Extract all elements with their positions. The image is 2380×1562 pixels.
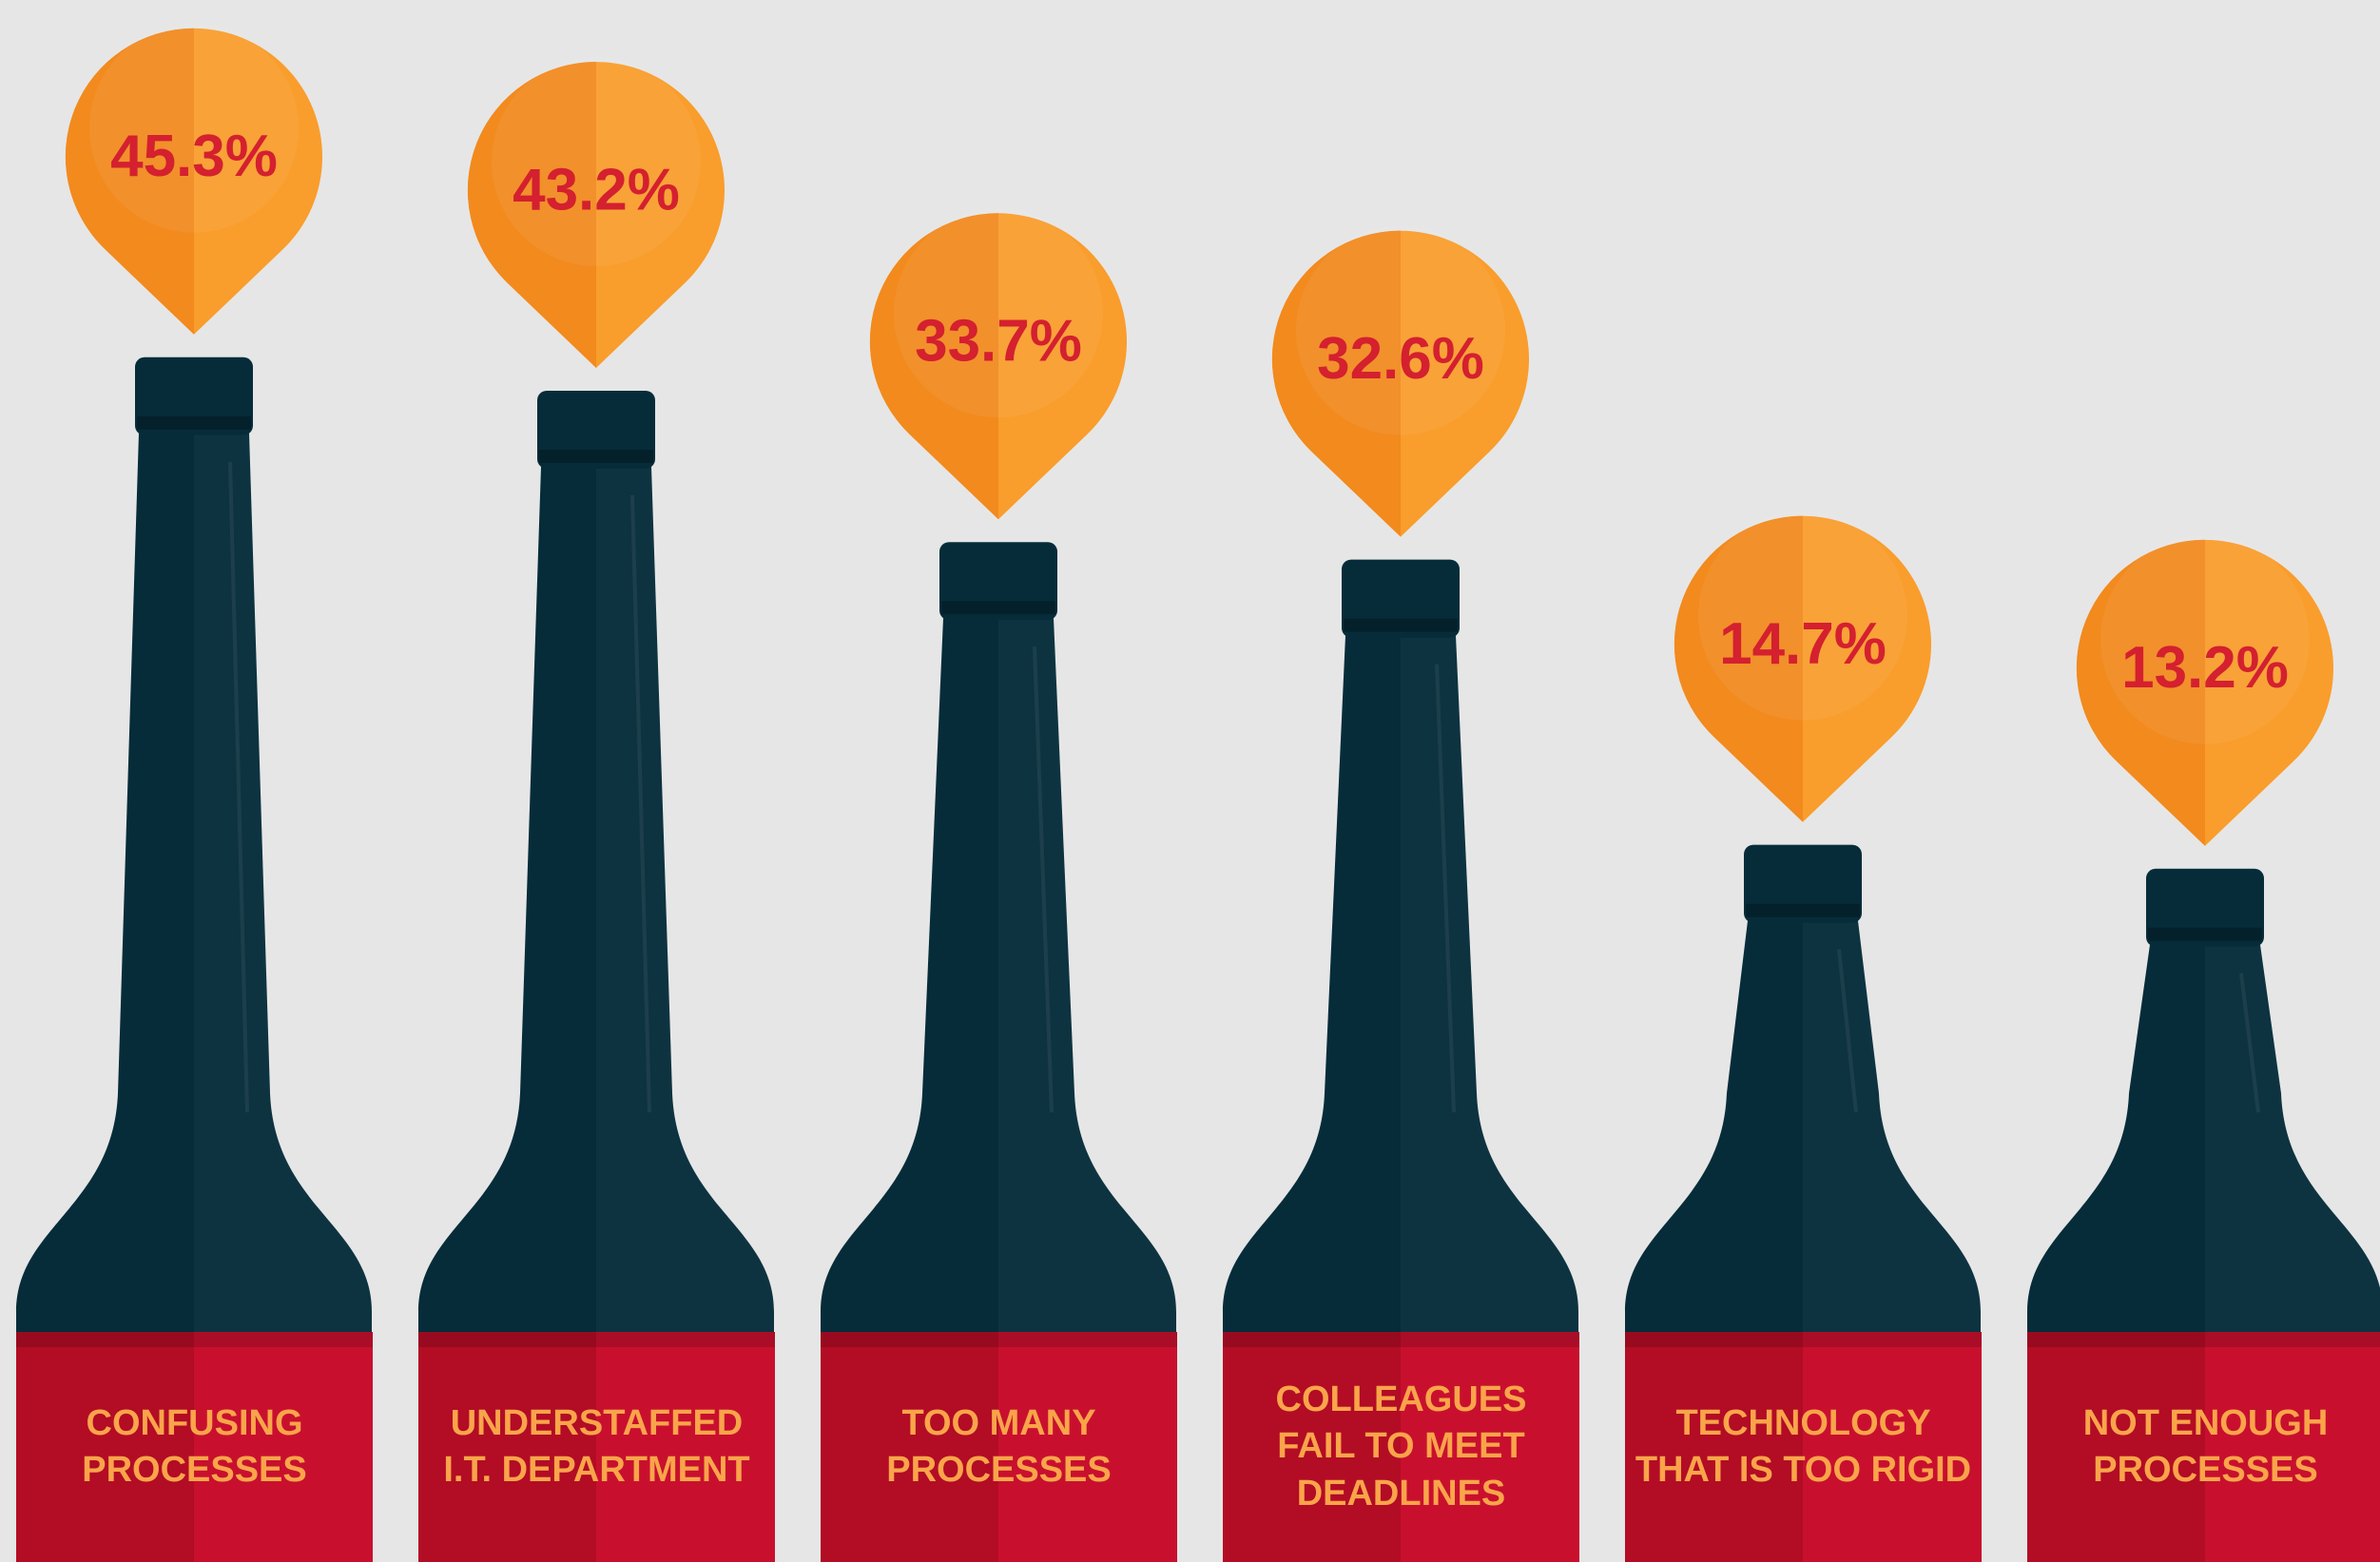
bottle-lip	[1744, 844, 1862, 923]
category-label: NOT ENOUGH PROCESSES	[2082, 1402, 2329, 1490]
bottle-ring	[1746, 903, 1860, 917]
pin-highlight	[1698, 511, 1907, 721]
bottle-ring	[941, 601, 1055, 615]
label-band-shade	[2027, 1332, 2205, 1562]
pin-highlight	[89, 23, 299, 233]
label-band-shade	[16, 1332, 194, 1562]
label-band-top	[1625, 1332, 1982, 1347]
pin-shade	[467, 61, 596, 368]
bottle	[2027, 944, 2380, 1332]
pin-highlight	[1296, 225, 1505, 435]
bottle-shade	[1401, 636, 1578, 1332]
label-band-shade	[1223, 1332, 1401, 1562]
value-label: 14.7%	[1719, 611, 1887, 677]
bottle-ring	[539, 449, 653, 463]
pin-highlight	[492, 56, 701, 266]
label-band-shade	[418, 1332, 596, 1562]
label-band-top	[821, 1332, 1177, 1347]
pin-shade	[65, 28, 195, 335]
bottle-glint	[630, 494, 651, 1113]
bottle-shade	[596, 467, 774, 1332]
category-label: UNDERSTAFFED I.T. DEPARTMENT	[443, 1402, 750, 1490]
bottle-glint	[1435, 664, 1456, 1113]
bottle-shade	[194, 434, 372, 1332]
value-label: 33.7%	[915, 309, 1082, 375]
category-label: TECHNOLOGY THAT IS TOO RIGID	[1635, 1402, 1972, 1490]
category-label: COLLEAGUES FAIL TO MEET DEADLINES	[1275, 1379, 1527, 1514]
label-band-top	[2027, 1332, 2380, 1347]
pin-highlight	[894, 208, 1103, 418]
bottle-glint	[1837, 949, 1858, 1113]
category-label: TOO MANY PROCESSES	[886, 1402, 1112, 1490]
label-band-shade	[821, 1332, 998, 1562]
value-label: 32.6%	[1317, 326, 1484, 392]
label-band-shade	[1625, 1332, 1803, 1562]
bottle-glint	[2239, 973, 2260, 1113]
bottle-glint	[1033, 646, 1054, 1113]
bottle-lip	[939, 542, 1057, 621]
bottle	[418, 466, 774, 1332]
value-label: 43.2%	[513, 157, 680, 222]
label-band-top	[16, 1332, 373, 1347]
bottle-shade	[2205, 945, 2380, 1332]
bottle-ring	[137, 415, 251, 430]
bottle-lip	[2146, 868, 2264, 947]
bottle-lip	[1342, 559, 1460, 638]
pin-shade	[869, 213, 998, 520]
label-band-top	[418, 1332, 775, 1347]
bottle-shade	[998, 618, 1176, 1332]
pin-shade	[2076, 539, 2205, 846]
bottle-glint	[228, 461, 249, 1113]
bottle-lip	[537, 390, 655, 469]
category-label: CONFUSING PROCESSES	[82, 1402, 307, 1490]
bottle	[1625, 920, 1981, 1332]
value-label: 45.3%	[110, 124, 278, 189]
bottle-shade	[1803, 921, 1981, 1332]
bottle	[16, 433, 372, 1333]
pin-shade	[1674, 515, 1803, 822]
bottle-ring	[1344, 618, 1458, 632]
bottle-ring	[2148, 927, 2262, 941]
pin-shade	[1271, 230, 1401, 537]
value-label: 13.2%	[2121, 635, 2289, 701]
bottle	[821, 618, 1176, 1332]
bottle	[1223, 635, 1578, 1332]
pin-highlight	[2100, 534, 2310, 744]
label-band-top	[1223, 1332, 1579, 1347]
bottle-lip	[135, 357, 253, 435]
